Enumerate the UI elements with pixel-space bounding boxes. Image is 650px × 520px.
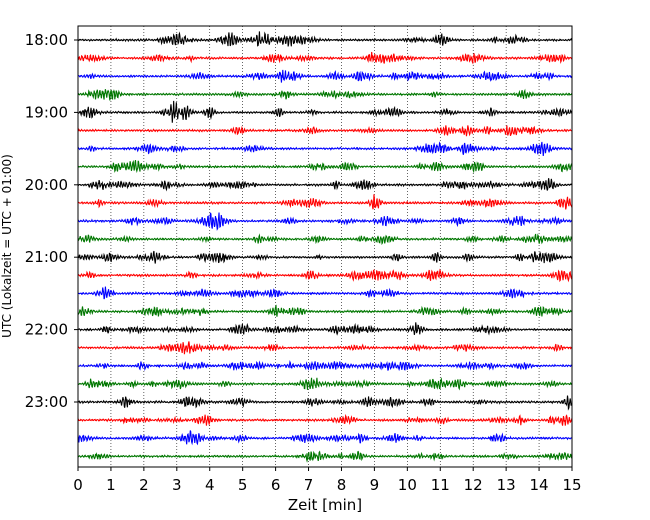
x-tick-label: 6 xyxy=(271,476,281,494)
x-axis-label: Zeit [min] xyxy=(288,496,362,514)
trace-2045 xyxy=(77,233,573,246)
x-tick-label: 3 xyxy=(172,476,182,494)
x-tick-label: 10 xyxy=(398,476,417,494)
x-axis-ticks: 0 1 2 3 4 5 6 7 8 9 10 11 12 13 14 15 xyxy=(73,467,582,494)
y-tick-label: 21:00 xyxy=(25,248,68,266)
trace-2300 xyxy=(77,395,573,411)
x-tick-label: 9 xyxy=(370,476,380,494)
x-tick-label: 0 xyxy=(73,476,83,494)
x-tick-label: 15 xyxy=(562,476,581,494)
trace-2145 xyxy=(77,304,573,317)
trace-1900 xyxy=(77,100,573,123)
trace-2330 xyxy=(77,430,573,446)
trace-2200 xyxy=(77,322,573,336)
trace-rows xyxy=(77,31,573,463)
trace-2015 xyxy=(77,194,573,210)
y-tick-label: 19:00 xyxy=(25,103,68,121)
trace-1945 xyxy=(77,159,573,174)
trace-1815 xyxy=(77,51,573,65)
trace-2315 xyxy=(77,413,573,427)
x-tick-label: 14 xyxy=(530,476,549,494)
trace-2230 xyxy=(77,360,573,372)
x-tick-label: 8 xyxy=(337,476,347,494)
trace-2115 xyxy=(77,268,573,283)
y-tick-label: 23:00 xyxy=(25,393,68,411)
y-tick-label: 20:00 xyxy=(25,176,68,194)
plot-frame xyxy=(77,25,573,468)
x-tick-label: 11 xyxy=(431,476,450,494)
trace-1845 xyxy=(77,88,573,101)
trace-1830 xyxy=(77,69,573,83)
trace-1915 xyxy=(77,125,573,137)
trace-2215 xyxy=(77,341,573,355)
y-tick-label: 22:00 xyxy=(25,321,68,339)
y-tick-label: 18:00 xyxy=(25,31,68,49)
trace-2000 xyxy=(77,178,573,192)
x-tick-label: 4 xyxy=(205,476,215,494)
x-tick-label: 2 xyxy=(139,476,149,494)
trace-1930 xyxy=(77,141,573,156)
y-axis-label: UTC (Lokalzeit = UTC + 01:00) xyxy=(0,154,14,338)
x-tick-label: 7 xyxy=(304,476,314,494)
trace-2100 xyxy=(77,250,573,264)
trace-2030 xyxy=(77,212,573,231)
trace-1800 xyxy=(77,31,573,47)
x-tick-label: 5 xyxy=(238,476,248,494)
x-tick-label: 12 xyxy=(464,476,483,494)
y-axis-ticks: 18:00 19:00 20:00 21:00 22:00 23:00 xyxy=(25,31,78,411)
trace-2130 xyxy=(77,286,573,300)
trace-2345 xyxy=(77,450,573,463)
x-tick-label: 13 xyxy=(497,476,516,494)
x-tick-label: 1 xyxy=(106,476,116,494)
trace-2245 xyxy=(77,377,573,391)
